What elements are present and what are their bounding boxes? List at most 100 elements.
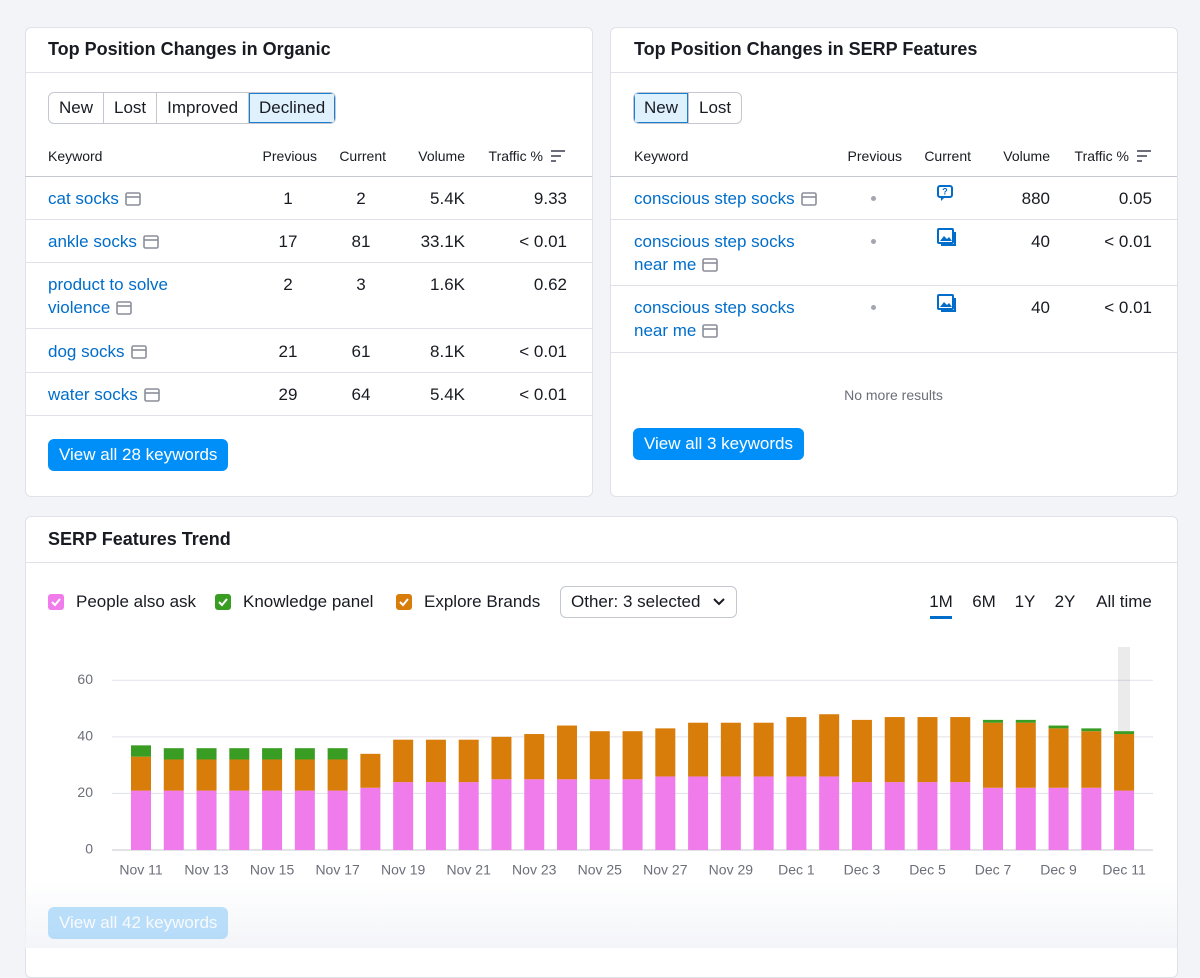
keyword-cell: cat socks <box>48 187 218 210</box>
tab[interactable]: Declined <box>248 93 336 123</box>
cell: < 0.01 <box>1104 232 1152 251</box>
legend-label[interactable]: People also ask <box>76 592 197 611</box>
cell: 17 <box>278 232 298 251</box>
sort-icon[interactable] <box>1136 149 1152 163</box>
cell: 40 <box>1031 298 1050 317</box>
serp-feature-icon <box>937 294 956 312</box>
cell: 880 <box>1021 189 1050 208</box>
divider <box>25 72 592 73</box>
keyword-cell: water socks <box>48 383 218 406</box>
keyword-link[interactable]: product to solve violence <box>48 275 169 317</box>
legend-swatch[interactable] <box>215 594 231 610</box>
previous-dot <box>871 196 876 201</box>
empty-note: No more results <box>844 387 943 403</box>
column-header[interactable]: Traffic % <box>488 148 543 164</box>
keyword-link[interactable]: ankle socks <box>48 232 137 251</box>
keyword-cell: conscious step socks <box>634 187 829 210</box>
sort-icon[interactable] <box>550 149 566 163</box>
divider <box>610 219 1177 220</box>
divider <box>25 219 592 220</box>
dropdown[interactable] <box>560 586 737 618</box>
column-header: Volume <box>1003 148 1050 164</box>
column-header: Previous <box>262 148 317 164</box>
cell: 3 <box>356 275 366 294</box>
cell: 1.6K <box>430 275 465 294</box>
divider <box>25 372 592 373</box>
svg-text:?: ? <box>942 186 948 196</box>
range-tab[interactable]: 2Y <box>1054 592 1076 611</box>
page: Top Position Changes in Organic New Lost… <box>25 27 1178 978</box>
legend-swatch[interactable] <box>48 594 64 610</box>
save-icon[interactable] <box>800 192 817 206</box>
serp-card <box>610 27 1178 497</box>
keyword-link[interactable]: water socks <box>48 385 138 404</box>
serp-feature-icon <box>937 228 956 246</box>
column-header: Current <box>924 148 971 164</box>
cell: 5.4K <box>430 385 465 404</box>
save-icon[interactable] <box>143 235 159 249</box>
column-header[interactable]: Traffic % <box>1074 148 1129 164</box>
view-all-button[interactable]: View all 3 keywords <box>633 428 804 460</box>
save-icon[interactable] <box>143 388 160 402</box>
tab[interactable]: New <box>634 93 689 123</box>
save-icon[interactable] <box>116 301 133 315</box>
range-tab[interactable]: 1Y <box>1014 592 1036 611</box>
divider <box>610 72 1177 73</box>
previous-dot <box>871 305 876 310</box>
serp-feature-icon: ? <box>937 185 953 201</box>
keyword-link[interactable]: dog socks <box>48 342 125 361</box>
cell: 2 <box>356 189 366 208</box>
range-tab[interactable]: 6M <box>972 592 996 611</box>
keyword-link[interactable]: conscious step socks near me <box>634 298 795 340</box>
keyword-cell: conscious step socks near me <box>634 296 829 342</box>
cell: 21 <box>278 342 298 361</box>
cell: 2 <box>283 275 293 294</box>
keyword-cell: dog socks <box>48 340 218 363</box>
divider <box>25 415 592 416</box>
view-all-button[interactable]: View all 28 keywords <box>48 439 229 471</box>
save-icon[interactable] <box>702 324 719 338</box>
divider <box>610 176 1177 177</box>
card-title: Top Position Changes in Organic <box>48 39 331 59</box>
keyword-cell: product to solve violence <box>48 273 218 319</box>
tab[interactable]: Lost <box>688 93 741 123</box>
column-header: Current <box>339 148 386 164</box>
legend-label[interactable]: Explore Brands <box>424 592 541 611</box>
divider <box>25 262 592 263</box>
card-title: SERP Features Trend <box>48 529 231 549</box>
tab-group: New Lost Improved Declined <box>48 92 337 124</box>
cell: 1 <box>283 189 293 208</box>
legend-swatch[interactable] <box>396 594 412 610</box>
cell: 64 <box>351 385 371 404</box>
fade <box>25 880 1177 948</box>
column-header: Previous <box>847 148 902 164</box>
cell: < 0.01 <box>519 232 567 251</box>
save-icon[interactable] <box>702 258 719 272</box>
column-header: Keyword <box>634 148 689 164</box>
divider <box>25 562 1177 563</box>
tab[interactable]: Lost <box>103 93 156 123</box>
tab[interactable]: New <box>59 98 94 117</box>
range-tab[interactable]: All time <box>1096 592 1152 611</box>
view-all-button[interactable]: View all 42 keywords <box>48 907 229 939</box>
keyword-link[interactable]: conscious step socks near me <box>634 232 795 274</box>
save-icon[interactable] <box>125 192 141 206</box>
divider <box>25 328 592 329</box>
keyword-link[interactable]: conscious step socks <box>634 189 795 208</box>
cell: 5.4K <box>430 189 465 208</box>
cell: 40 <box>1031 232 1050 251</box>
divider <box>610 352 1177 353</box>
cell: 0.62 <box>533 275 567 294</box>
keyword-link[interactable]: cat socks <box>48 189 119 208</box>
legend-label[interactable]: Knowledge panel <box>243 592 374 611</box>
range-tab[interactable]: 1M <box>929 592 953 611</box>
cell: 8.1K <box>430 342 465 361</box>
dropdown-label: Other: 3 selected <box>571 592 701 611</box>
cell: 61 <box>351 342 371 361</box>
cell: < 0.01 <box>1104 298 1152 317</box>
cell: 33.1K <box>420 232 465 251</box>
tab[interactable]: Improved <box>156 93 248 123</box>
save-icon[interactable] <box>130 345 147 359</box>
cell: 9.33 <box>533 189 567 208</box>
cell: 81 <box>351 232 371 251</box>
